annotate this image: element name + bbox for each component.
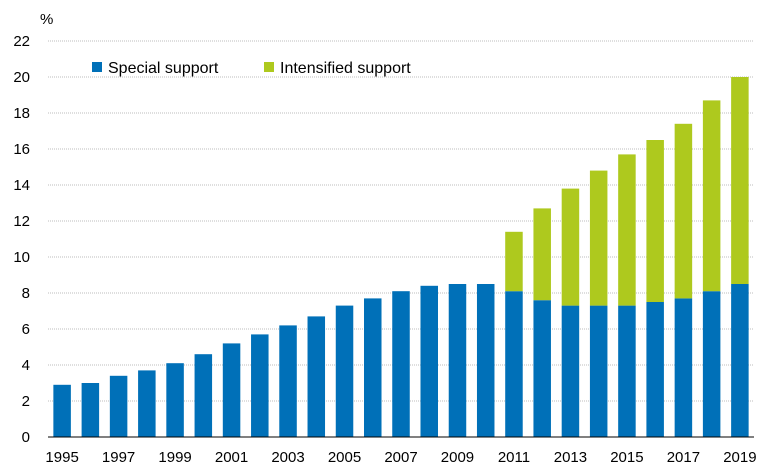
bar-intensified-2014 <box>589 170 608 306</box>
bar-special-2019 <box>731 284 749 437</box>
y-tick-label: 8 <box>22 285 30 302</box>
y-tick-label: 2 <box>22 393 30 410</box>
legend-label-intensified-support: Intensified support <box>280 60 411 77</box>
x-tick-label: 2009 <box>441 449 474 466</box>
bar-special-2018 <box>702 291 721 437</box>
bar-special-1999 <box>166 363 184 437</box>
y-tick-label: 18 <box>13 105 30 122</box>
bar-special-2006 <box>364 298 382 437</box>
bar-special-2007 <box>392 291 410 437</box>
y-tick-label: 14 <box>13 177 30 194</box>
x-tick-label: 1997 <box>102 449 135 466</box>
legend-label-special-support: Special support <box>108 60 219 77</box>
bar-intensified-2013 <box>561 188 580 306</box>
bar-special-2015 <box>618 305 636 437</box>
bar-special-2000 <box>194 354 213 437</box>
legend: Special support Intensified support <box>92 60 411 77</box>
y-tick-label: 22 <box>13 33 30 50</box>
bar-special-2013 <box>561 305 580 437</box>
bar-special-2002 <box>251 334 269 437</box>
bar-intensified-2012 <box>533 208 551 301</box>
x-tick-label: 2013 <box>554 449 587 466</box>
y-tick-label: 16 <box>13 141 30 158</box>
y-tick-label: 0 <box>22 429 30 446</box>
bar-special-2005 <box>335 305 354 437</box>
bar-special-2011 <box>505 291 523 437</box>
bar-special-1995 <box>53 384 71 437</box>
y-tick-label: 6 <box>22 321 30 338</box>
x-tick-label: 2011 <box>498 449 530 466</box>
x-tick-label: 2015 <box>610 449 643 466</box>
bar-special-2014 <box>589 305 608 437</box>
bar-intensified-2011 <box>505 231 523 292</box>
y-tick-label: 20 <box>13 69 30 86</box>
x-tick-label: 2007 <box>384 449 417 466</box>
bar-special-1998 <box>138 370 156 437</box>
x-tick-label: 2003 <box>271 449 304 466</box>
bar-intensified-2018 <box>702 100 721 292</box>
bar-special-2012 <box>533 300 551 437</box>
bar-intensified-2016 <box>646 140 664 302</box>
x-axis-ticks: 1995 1997 1999 2001 2003 2005 2007 2009 2011 2013… <box>45 449 756 466</box>
x-tick-label: 2017 <box>667 449 700 466</box>
bar-intensified-2019 <box>731 77 749 284</box>
y-axis-label: % <box>40 11 53 28</box>
x-tick-label: 2019 <box>723 449 756 466</box>
x-tick-label: 1999 <box>158 449 191 466</box>
bar-special-2003 <box>279 325 297 437</box>
bar-special-2016 <box>646 302 664 437</box>
x-tick-label: 1995 <box>45 449 78 466</box>
y-tick-label: 10 <box>13 249 30 266</box>
bars <box>53 77 749 437</box>
bar-special-2004 <box>307 316 326 437</box>
y-tick-label: 4 <box>22 357 30 374</box>
bar-special-2010 <box>476 284 495 437</box>
legend-swatch-special-support <box>92 62 102 72</box>
legend-swatch-intensified-support <box>264 62 274 72</box>
bar-intensified-2015 <box>618 154 636 306</box>
x-tick-label: 2005 <box>328 449 361 466</box>
x-tick-label: 2001 <box>215 449 248 466</box>
bar-special-2001 <box>222 343 241 437</box>
bar-special-2008 <box>420 285 438 437</box>
bar-special-1996 <box>81 383 100 437</box>
y-axis-ticks: 0 2 4 6 8 10 12 14 16 18 20 22 <box>13 33 30 446</box>
bar-special-1997 <box>109 375 128 437</box>
y-tick-label: 12 <box>13 213 30 230</box>
bar-special-2009 <box>448 284 467 437</box>
bar-special-2017 <box>674 298 693 437</box>
bar-intensified-2017 <box>674 123 693 299</box>
